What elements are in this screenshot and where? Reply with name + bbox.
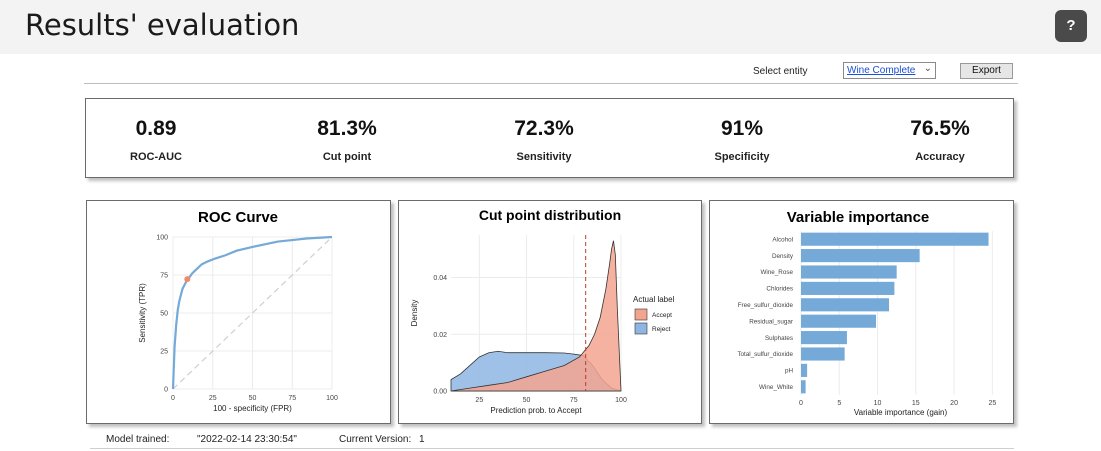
chart-title: Cut point distribution bbox=[479, 207, 621, 223]
chart-title: Variable importance bbox=[787, 209, 930, 226]
cut-point-chart: Cut point distribution 25 50 75 100 0.00 0.02 0… bbox=[410, 207, 675, 415]
x-tick-label: 25 bbox=[209, 395, 217, 402]
model-trained-label: Model trained: bbox=[106, 434, 170, 445]
category-label: Free_sulfur_dioxide bbox=[738, 302, 794, 309]
legend-label-reject: Reject bbox=[652, 326, 671, 333]
importance-bar bbox=[801, 314, 877, 328]
y-tick-label: 50 bbox=[160, 311, 168, 318]
roc-curve-chart: ROC Curve 0 25 50 75 100 0 25 50 75 100 100 - speci… bbox=[138, 209, 338, 413]
x-tick-label: 75 bbox=[570, 397, 578, 404]
export-button[interactable]: Export bbox=[960, 63, 1013, 79]
importance-bar bbox=[801, 249, 920, 263]
category-label: pH bbox=[785, 368, 794, 375]
importance-bar bbox=[801, 281, 895, 295]
legend-swatch-accept bbox=[634, 308, 648, 321]
x-tick-label: 75 bbox=[288, 395, 296, 402]
help-button[interactable]: ? bbox=[1055, 10, 1087, 42]
legend-label-accept: Accept bbox=[652, 312, 672, 319]
metric-label: Specificity bbox=[714, 151, 770, 163]
y-tick-label: 75 bbox=[160, 273, 168, 280]
y-tick-label: 0.00 bbox=[433, 389, 447, 396]
chart-title: ROC Curve bbox=[198, 209, 278, 226]
x-axis-label: Prediction prob. to Accept bbox=[490, 406, 582, 415]
y-tick-label: 0 bbox=[164, 387, 168, 394]
entity-select-value: Wine Complete bbox=[847, 65, 916, 76]
metric-value: 81.3% bbox=[317, 117, 377, 140]
importance-bar bbox=[801, 232, 989, 246]
category-label: Sulphates bbox=[765, 335, 793, 342]
y-axis-label: Sensitivity (TPR) bbox=[138, 283, 147, 343]
density-area-accept bbox=[450, 240, 622, 392]
metric-value: 76.5% bbox=[910, 117, 970, 140]
x-tick-label: 15 bbox=[912, 400, 920, 407]
category-label: Chlorides bbox=[766, 286, 793, 293]
metric-value: 0.89 bbox=[135, 117, 177, 140]
importance-bar bbox=[801, 265, 897, 279]
metric-value: 72.3% bbox=[514, 117, 574, 140]
legend-title: Actual label bbox=[633, 295, 675, 304]
x-tick-label: 5 bbox=[837, 400, 841, 407]
y-tick-label: 100 bbox=[156, 235, 168, 242]
metric-label: Cut point bbox=[322, 151, 372, 163]
x-tick-label: 0 bbox=[171, 395, 175, 402]
header-bar: Results' evaluation ? bbox=[0, 0, 1101, 54]
y-tick-label: 0.04 bbox=[433, 275, 447, 282]
x-tick-label: 25 bbox=[988, 400, 996, 407]
metric-label: Accuracy bbox=[915, 151, 965, 163]
metrics-panel: 0.89 ROC-AUC 81.3% Cut point 72.3% Sensi… bbox=[85, 98, 1014, 178]
metric-label: Sensitivity bbox=[516, 151, 572, 163]
metric-value: 91% bbox=[720, 117, 764, 140]
y-axis-label: Density bbox=[410, 300, 419, 327]
category-label: Density bbox=[772, 253, 794, 260]
category-label: Alcohol bbox=[772, 236, 793, 243]
x-tick-label: 10 bbox=[874, 400, 882, 407]
entity-select[interactable]: Wine Complete ⌄ bbox=[843, 62, 936, 79]
roc-series-line bbox=[171, 235, 333, 390]
importance-bar bbox=[801, 347, 845, 361]
version-label: Current Version: bbox=[339, 434, 412, 445]
category-label: Total_sulfur_dioxide bbox=[737, 351, 793, 358]
y-tick-label: 0.02 bbox=[433, 332, 447, 339]
x-tick-label: 25 bbox=[475, 397, 483, 404]
importance-bar bbox=[801, 380, 806, 394]
cut-point-panel: Cut point distribution 25 50 75 100 0.00 0.02 0… bbox=[398, 200, 702, 424]
metric-label: ROC-AUC bbox=[130, 151, 182, 163]
x-tick-label: 50 bbox=[249, 395, 257, 402]
category-label: Wine_White bbox=[759, 384, 793, 391]
toolbar-divider bbox=[84, 83, 1018, 84]
legend-swatch-reject bbox=[634, 322, 648, 335]
version-value: 1 bbox=[419, 434, 425, 445]
x-axis-label: 100 - specificity (FPR) bbox=[213, 404, 292, 413]
category-label: Residual_sugar bbox=[749, 318, 793, 325]
roc-curve-panel: ROC Curve 0 25 50 75 100 0 25 50 75 100 100 - speci… bbox=[86, 200, 391, 424]
reference-diagonal bbox=[172, 236, 333, 390]
importance-bar bbox=[801, 331, 847, 345]
cut-point-marker bbox=[184, 276, 191, 283]
category-label: Wine_Rose bbox=[760, 269, 793, 276]
x-tick-label: 50 bbox=[523, 397, 531, 404]
variable-importance-panel: Variable importance Alcohol Density Wine_Ro… bbox=[709, 200, 1014, 424]
x-tick-label: 20 bbox=[950, 400, 958, 407]
x-axis-label: Variable importance (gain) bbox=[854, 408, 948, 417]
variable-importance-chart: Variable importance Alcohol Density Wine_Ro… bbox=[737, 209, 1000, 417]
chevron-down-icon: ⌄ bbox=[923, 63, 932, 74]
entity-label: Select entity bbox=[753, 66, 808, 77]
footer-divider bbox=[90, 448, 1014, 449]
x-tick-label: 100 bbox=[615, 397, 627, 404]
x-tick-label: 0 bbox=[799, 400, 803, 407]
x-tick-label: 100 bbox=[326, 395, 338, 402]
model-trained-value: "2022-02-14 23:30:54" bbox=[197, 434, 297, 445]
y-tick-label: 25 bbox=[160, 349, 168, 356]
page-title: Results' evaluation bbox=[25, 8, 300, 42]
importance-bar bbox=[801, 363, 808, 377]
importance-bar bbox=[801, 298, 890, 312]
